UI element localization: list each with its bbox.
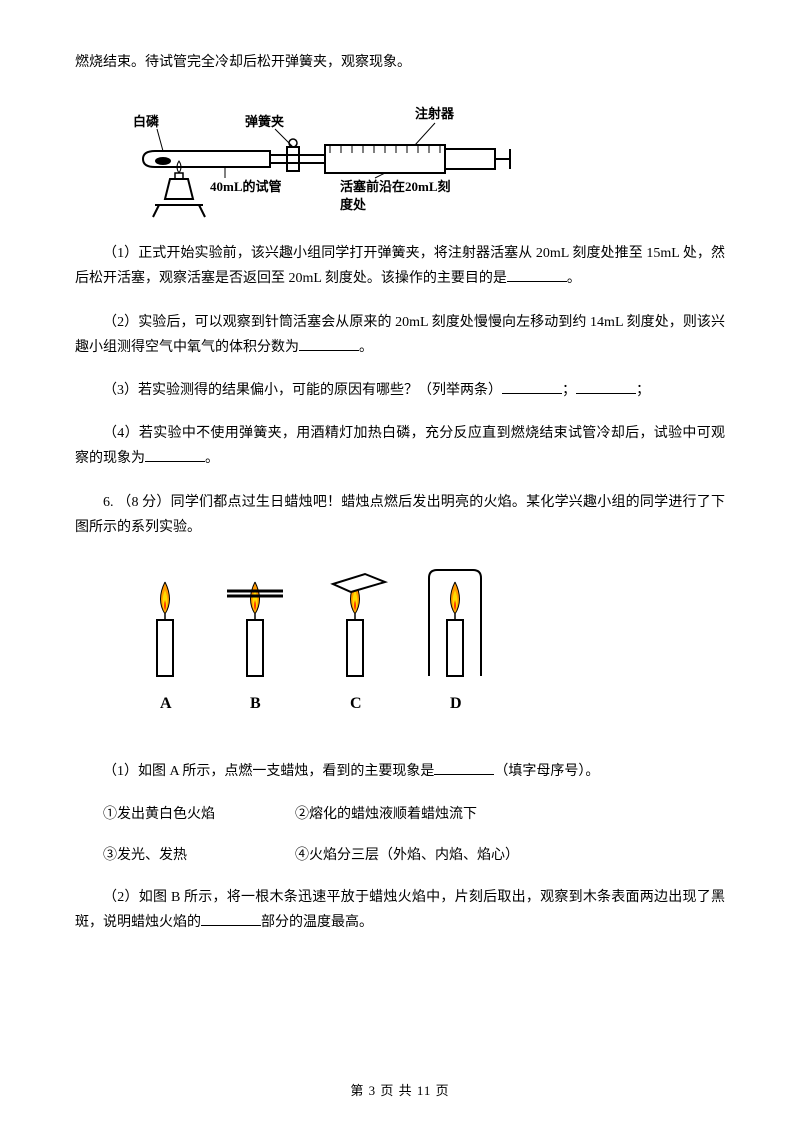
- q6-1-text: （1）如图 A 所示，点燃一支蜡烛，看到的主要现象是: [103, 764, 434, 779]
- question-4: （4）若实验中不使用弹簧夹，用酒精灯加热白磷，充分反应直到燃烧结束试管冷却后，试…: [75, 421, 725, 471]
- q1-blank: [507, 268, 567, 282]
- q3-end: ；: [636, 383, 650, 398]
- q3-sep: ；: [562, 383, 576, 398]
- option-3: ③发光、发热: [75, 843, 295, 868]
- q2-text: （2）实验后，可以观察到针筒活塞会从原来的 20mL 刻度处慢慢向左移动到约 1…: [75, 315, 725, 355]
- question-6-header: 6. （8 分）同学们都点过生日蜡烛吧！蜡烛点燃后发出明亮的火焰。某化学兴趣小组…: [75, 490, 725, 540]
- q3-blank2: [576, 380, 636, 394]
- svg-text:B: B: [250, 695, 261, 712]
- q3-blank1: [502, 380, 562, 394]
- option-1: ①发出黄白色火焰: [75, 802, 295, 827]
- intro-text: 燃烧结束。待试管完全冷却后松开弹簧夹，观察现象。: [75, 50, 725, 75]
- svg-text:D: D: [450, 695, 462, 712]
- apparatus-diagram: 白磷 弹簧夹 注射器 40mL的试管 活塞前沿在20mL刻度处: [115, 93, 725, 223]
- option-2: ②熔化的蜡烛液顺着蜡烛流下: [295, 802, 575, 827]
- question-2: （2）实验后，可以观察到针筒活塞会从原来的 20mL 刻度处慢慢向左移动到约 1…: [75, 310, 725, 360]
- q4-blank: [145, 448, 205, 462]
- question-6-1: （1）如图 A 所示，点燃一支蜡烛，看到的主要现象是 （填字母序号）。: [75, 759, 725, 784]
- q2-blank: [299, 337, 359, 351]
- svg-text:白磷: 白磷: [133, 114, 160, 129]
- q6-2-text: （2）如图 B 所示，将一根木条迅速平放于蜡烛火焰中，片刻后取出，观察到木条表面…: [75, 890, 725, 930]
- apparatus-svg: 白磷 弹簧夹 注射器 40mL的试管 活塞前沿在20mL刻度处: [115, 93, 535, 223]
- option-4: ④火焰分三层（外焰、内焰、焰心）: [295, 843, 575, 868]
- q2-end: 。: [359, 340, 373, 355]
- page-footer: 第 3 页 共 11 页: [0, 1079, 800, 1102]
- svg-text:活塞前沿在20mL刻: 活塞前沿在20mL刻: [340, 179, 451, 194]
- question-6-2: （2）如图 B 所示，将一根木条迅速平放于蜡烛火焰中，片刻后取出，观察到木条表面…: [75, 885, 725, 935]
- question-3: （3）若实验测得的结果偏小，可能的原因有哪些？（列举两条） ； ；: [75, 378, 725, 403]
- option-row-2: ③发光、发热 ④火焰分三层（外焰、内焰、焰心）: [75, 843, 725, 868]
- option-row-1: ①发出黄白色火焰 ②熔化的蜡烛液顺着蜡烛流下: [75, 802, 725, 827]
- q1-end: 。: [567, 271, 581, 286]
- q6-1-end: （填字母序号）。: [494, 764, 599, 779]
- svg-text:C: C: [350, 695, 362, 712]
- svg-text:注射器: 注射器: [415, 106, 455, 121]
- q3-text: （3）若实验测得的结果偏小，可能的原因有哪些？（列举两条）: [103, 383, 502, 398]
- svg-text:弹簧夹: 弹簧夹: [245, 114, 284, 129]
- q1-text: （1）正式开始实验前，该兴趣小组同学打开弹簧夹，将注射器活塞从 20mL 刻度处…: [75, 246, 725, 286]
- q6-2-blank: [201, 912, 261, 926]
- svg-text:40mL的试管: 40mL的试管: [210, 179, 282, 194]
- q6-2-end: 部分的温度最高。: [261, 915, 373, 930]
- question-1: （1）正式开始实验前，该兴趣小组同学打开弹簧夹，将注射器活塞从 20mL 刻度处…: [75, 241, 725, 291]
- svg-text:A: A: [160, 695, 172, 712]
- svg-text:度处: 度处: [340, 197, 367, 212]
- q4-end: 。: [205, 451, 219, 466]
- q6-1-blank: [434, 761, 494, 775]
- candles-svg: A B C D: [115, 558, 515, 738]
